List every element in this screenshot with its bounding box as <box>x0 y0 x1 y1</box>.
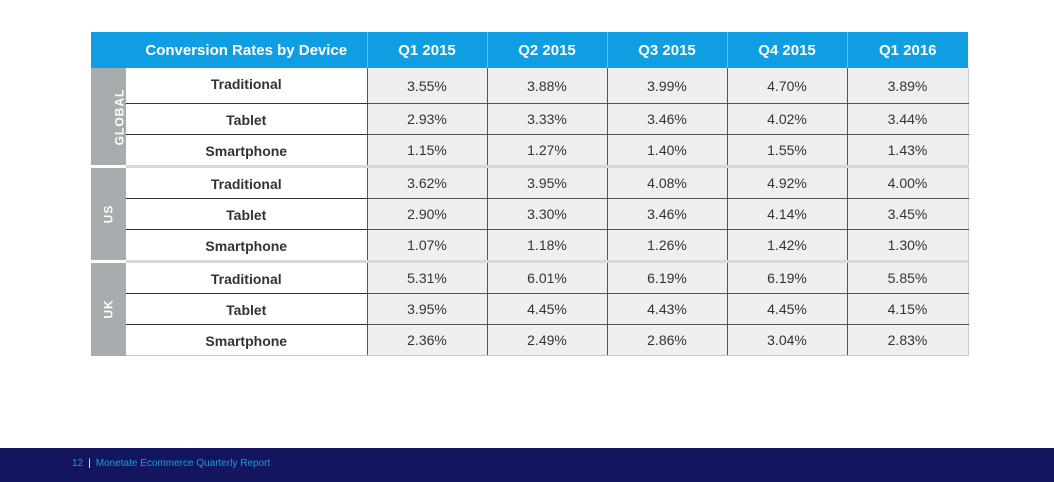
table-cell: 1.55% <box>726 134 847 168</box>
table-title: Conversion Rates by Device <box>126 32 367 68</box>
device-label: Traditional <box>126 68 367 104</box>
table-row: Tablet 2.93% 3.33% 3.46% 4.02% 3.44% <box>91 103 969 135</box>
table-cell: 1.26% <box>606 229 727 263</box>
table-cell: 1.07% <box>366 229 487 263</box>
table-cell: 5.85% <box>846 261 969 294</box>
table-row: Smartphone 1.07% 1.18% 1.26% 1.42% 1.30% <box>91 229 969 263</box>
table-cell: 4.92% <box>726 166 847 199</box>
device-label: Tablet <box>126 103 367 135</box>
table-cell: 1.30% <box>846 229 969 263</box>
table-cell: 2.86% <box>606 324 727 356</box>
table-cell: 4.15% <box>846 293 969 325</box>
table-cell: 4.14% <box>726 198 847 230</box>
table-cell: 3.55% <box>366 68 487 104</box>
device-label: Traditional <box>126 261 367 294</box>
footer-text: 12 | Monetate Ecommerce Quarterly Report <box>72 458 270 469</box>
table-cell: 2.36% <box>366 324 487 356</box>
table-cell: 3.89% <box>846 68 969 104</box>
table-cell: 3.45% <box>846 198 969 230</box>
device-label: Tablet <box>126 198 367 230</box>
table-row: GLOBAL Traditional 3.55% 3.88% 3.99% 4.7… <box>91 68 969 168</box>
device-label: Traditional <box>126 166 367 199</box>
table-cell: 4.45% <box>726 293 847 325</box>
device-label: Smartphone <box>126 324 367 356</box>
table-row: US Traditional 3.62% 3.95% 4.08% 4.92% 4… <box>91 166 969 263</box>
page-number: 12 <box>72 458 84 469</box>
table-cell: 3.62% <box>366 166 487 199</box>
table-cell: 3.88% <box>486 68 607 104</box>
column-header: Q1 2015 <box>366 32 487 68</box>
column-header: Q2 2015 <box>486 32 607 68</box>
table-cell: 1.40% <box>606 134 727 168</box>
table-cell: 3.99% <box>606 68 727 104</box>
column-header: Q1 2016 <box>846 32 968 68</box>
table-cell: 3.46% <box>606 198 727 230</box>
table-cell: 3.30% <box>486 198 607 230</box>
table-row: Smartphone 1.15% 1.27% 1.40% 1.55% 1.43% <box>91 134 969 168</box>
table-cell: 3.33% <box>486 103 607 135</box>
table-cell: 4.02% <box>726 103 847 135</box>
device-label: Smartphone <box>126 134 367 168</box>
table-cell: 5.31% <box>366 261 487 294</box>
table-cell: 1.27% <box>486 134 607 168</box>
table-cell: 3.95% <box>486 166 607 199</box>
table-cell: 6.01% <box>486 261 607 294</box>
column-header: Q3 2015 <box>606 32 727 68</box>
table-cell: 4.45% <box>486 293 607 325</box>
table-cell: 3.44% <box>846 103 969 135</box>
header-blank-cell <box>91 32 126 68</box>
table-cell: 4.00% <box>846 166 969 199</box>
table-cell: 2.93% <box>366 103 487 135</box>
region-label-uk: UK <box>91 261 126 356</box>
table-row: UK Traditional 5.31% 6.01% 6.19% 6.19% 5… <box>91 261 969 356</box>
table-cell: 3.04% <box>726 324 847 356</box>
table-cell: 2.49% <box>486 324 607 356</box>
table-row: Tablet 2.90% 3.30% 3.46% 4.14% 3.45% <box>91 198 969 230</box>
table-cell: 1.18% <box>486 229 607 263</box>
region-label-us: US <box>91 166 126 263</box>
table-cell: 2.83% <box>846 324 969 356</box>
footer-separator: | <box>88 458 91 469</box>
table-cell: 1.42% <box>726 229 847 263</box>
page-footer: 12 | Monetate Ecommerce Quarterly Report <box>0 448 1054 482</box>
table-cell: 4.08% <box>606 166 727 199</box>
conversion-rates-table: Conversion Rates by Device Q1 2015 Q2 20… <box>91 32 969 356</box>
device-label: Tablet <box>126 293 367 325</box>
region-label-global: GLOBAL <box>91 68 126 168</box>
table-row: Smartphone 2.36% 2.49% 2.86% 3.04% 2.83% <box>91 324 969 356</box>
table-cell: 1.43% <box>846 134 969 168</box>
conversion-rates-table-container: Conversion Rates by Device Q1 2015 Q2 20… <box>91 32 969 356</box>
table-header-row: Conversion Rates by Device Q1 2015 Q2 20… <box>91 32 968 68</box>
table-cell: 1.15% <box>366 134 487 168</box>
column-header: Q4 2015 <box>726 32 847 68</box>
table-cell: 3.46% <box>606 103 727 135</box>
table-cell: 4.70% <box>726 68 847 104</box>
table-row: Tablet 3.95% 4.45% 4.43% 4.45% 4.15% <box>91 293 969 325</box>
report-title: Monetate Ecommerce Quarterly Report <box>95 458 271 469</box>
device-label: Smartphone <box>126 229 367 263</box>
table-cell: 4.43% <box>606 293 727 325</box>
table-cell: 6.19% <box>726 261 847 294</box>
table-cell: 3.95% <box>366 293 487 325</box>
table-cell: 6.19% <box>606 261 727 294</box>
table-cell: 2.90% <box>366 198 487 230</box>
